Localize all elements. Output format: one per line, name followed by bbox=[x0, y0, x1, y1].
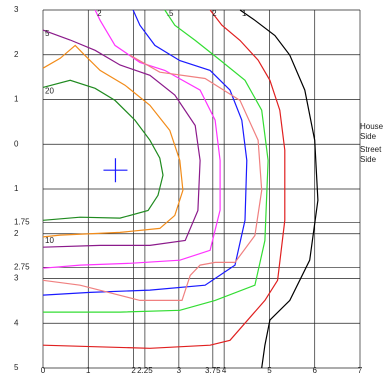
contour-label: 1 bbox=[242, 9, 247, 18]
contour-line bbox=[42, 54, 263, 301]
y-tick-label: 3 bbox=[14, 5, 19, 14]
y-tick-label: 1 bbox=[14, 184, 19, 193]
side-label: Street bbox=[360, 145, 382, 154]
contour-line bbox=[42, 9, 286, 349]
contour-label: 5 bbox=[45, 29, 50, 38]
contour-line bbox=[42, 29, 201, 248]
y-tick-label: 4 bbox=[14, 318, 19, 327]
y-tick-label: 0 bbox=[14, 139, 19, 148]
y-tick-label: 1.75 bbox=[14, 218, 30, 227]
contour-line bbox=[42, 9, 221, 269]
x-tick-label: 1 bbox=[86, 366, 91, 375]
y-tick-label: 2 bbox=[14, 229, 19, 238]
x-tick-label: 4 bbox=[222, 366, 227, 375]
x-tick-label: 5 bbox=[267, 366, 272, 375]
contour-line bbox=[42, 44, 184, 238]
x-tick-label: 3 bbox=[177, 366, 182, 375]
contour-label: 2 bbox=[212, 9, 217, 18]
contour-label: 2 bbox=[97, 9, 102, 18]
contour-line bbox=[239, 9, 319, 369]
contour-line bbox=[42, 79, 164, 221]
contour-label: 10 bbox=[45, 236, 54, 245]
contour-label: .5 bbox=[167, 9, 174, 18]
contour-line bbox=[43, 9, 269, 313]
x-tick-label: 6 bbox=[312, 366, 317, 375]
x-tick-label: 0 bbox=[41, 366, 46, 375]
y-tick-label: 2.75 bbox=[14, 262, 30, 271]
y-tick-label: 5 bbox=[14, 363, 19, 372]
side-label: Side bbox=[360, 132, 377, 141]
side-label: House bbox=[360, 122, 384, 131]
contour-line bbox=[42, 9, 248, 296]
x-tick-label: 3.75 bbox=[205, 366, 221, 375]
contour-label: 20 bbox=[45, 87, 54, 96]
side-label: Side bbox=[360, 155, 377, 164]
y-tick-label: 2 bbox=[14, 50, 19, 59]
x-tick-label: 2 bbox=[131, 366, 136, 375]
x-tick-label: 7 bbox=[358, 366, 363, 375]
x-tick-label: 2.25 bbox=[137, 366, 153, 375]
y-tick-label: 3 bbox=[14, 274, 19, 283]
y-tick-label: 1 bbox=[14, 95, 19, 104]
marker bbox=[103, 158, 128, 183]
